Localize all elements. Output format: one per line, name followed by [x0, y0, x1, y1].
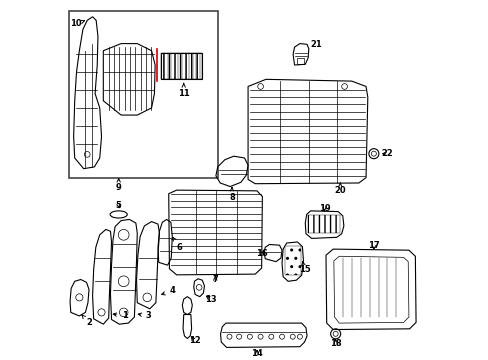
Text: 17: 17: [367, 241, 379, 250]
Text: 21: 21: [309, 40, 321, 49]
Text: 6: 6: [172, 237, 182, 252]
Text: 18: 18: [329, 339, 341, 348]
Text: 2: 2: [81, 315, 92, 327]
Text: 16: 16: [255, 249, 267, 258]
Text: 19: 19: [318, 203, 330, 212]
Text: 13: 13: [204, 294, 216, 303]
Text: 22: 22: [381, 149, 392, 158]
Text: 11: 11: [178, 84, 189, 98]
Bar: [160, 53, 201, 79]
Text: 9: 9: [116, 179, 122, 192]
Text: 5: 5: [116, 201, 122, 210]
Text: 15: 15: [298, 262, 310, 274]
Bar: [307, 215, 339, 233]
Text: 3: 3: [138, 311, 151, 320]
Bar: [284, 246, 300, 275]
Bar: [69, 12, 217, 177]
Text: 7: 7: [212, 275, 218, 284]
Text: 14: 14: [251, 349, 263, 358]
Text: 1: 1: [113, 311, 127, 320]
Text: 8: 8: [229, 188, 234, 202]
Text: 4: 4: [162, 287, 175, 296]
Text: 20: 20: [334, 183, 346, 195]
Text: 12: 12: [188, 337, 200, 346]
Text: 10: 10: [70, 19, 84, 28]
